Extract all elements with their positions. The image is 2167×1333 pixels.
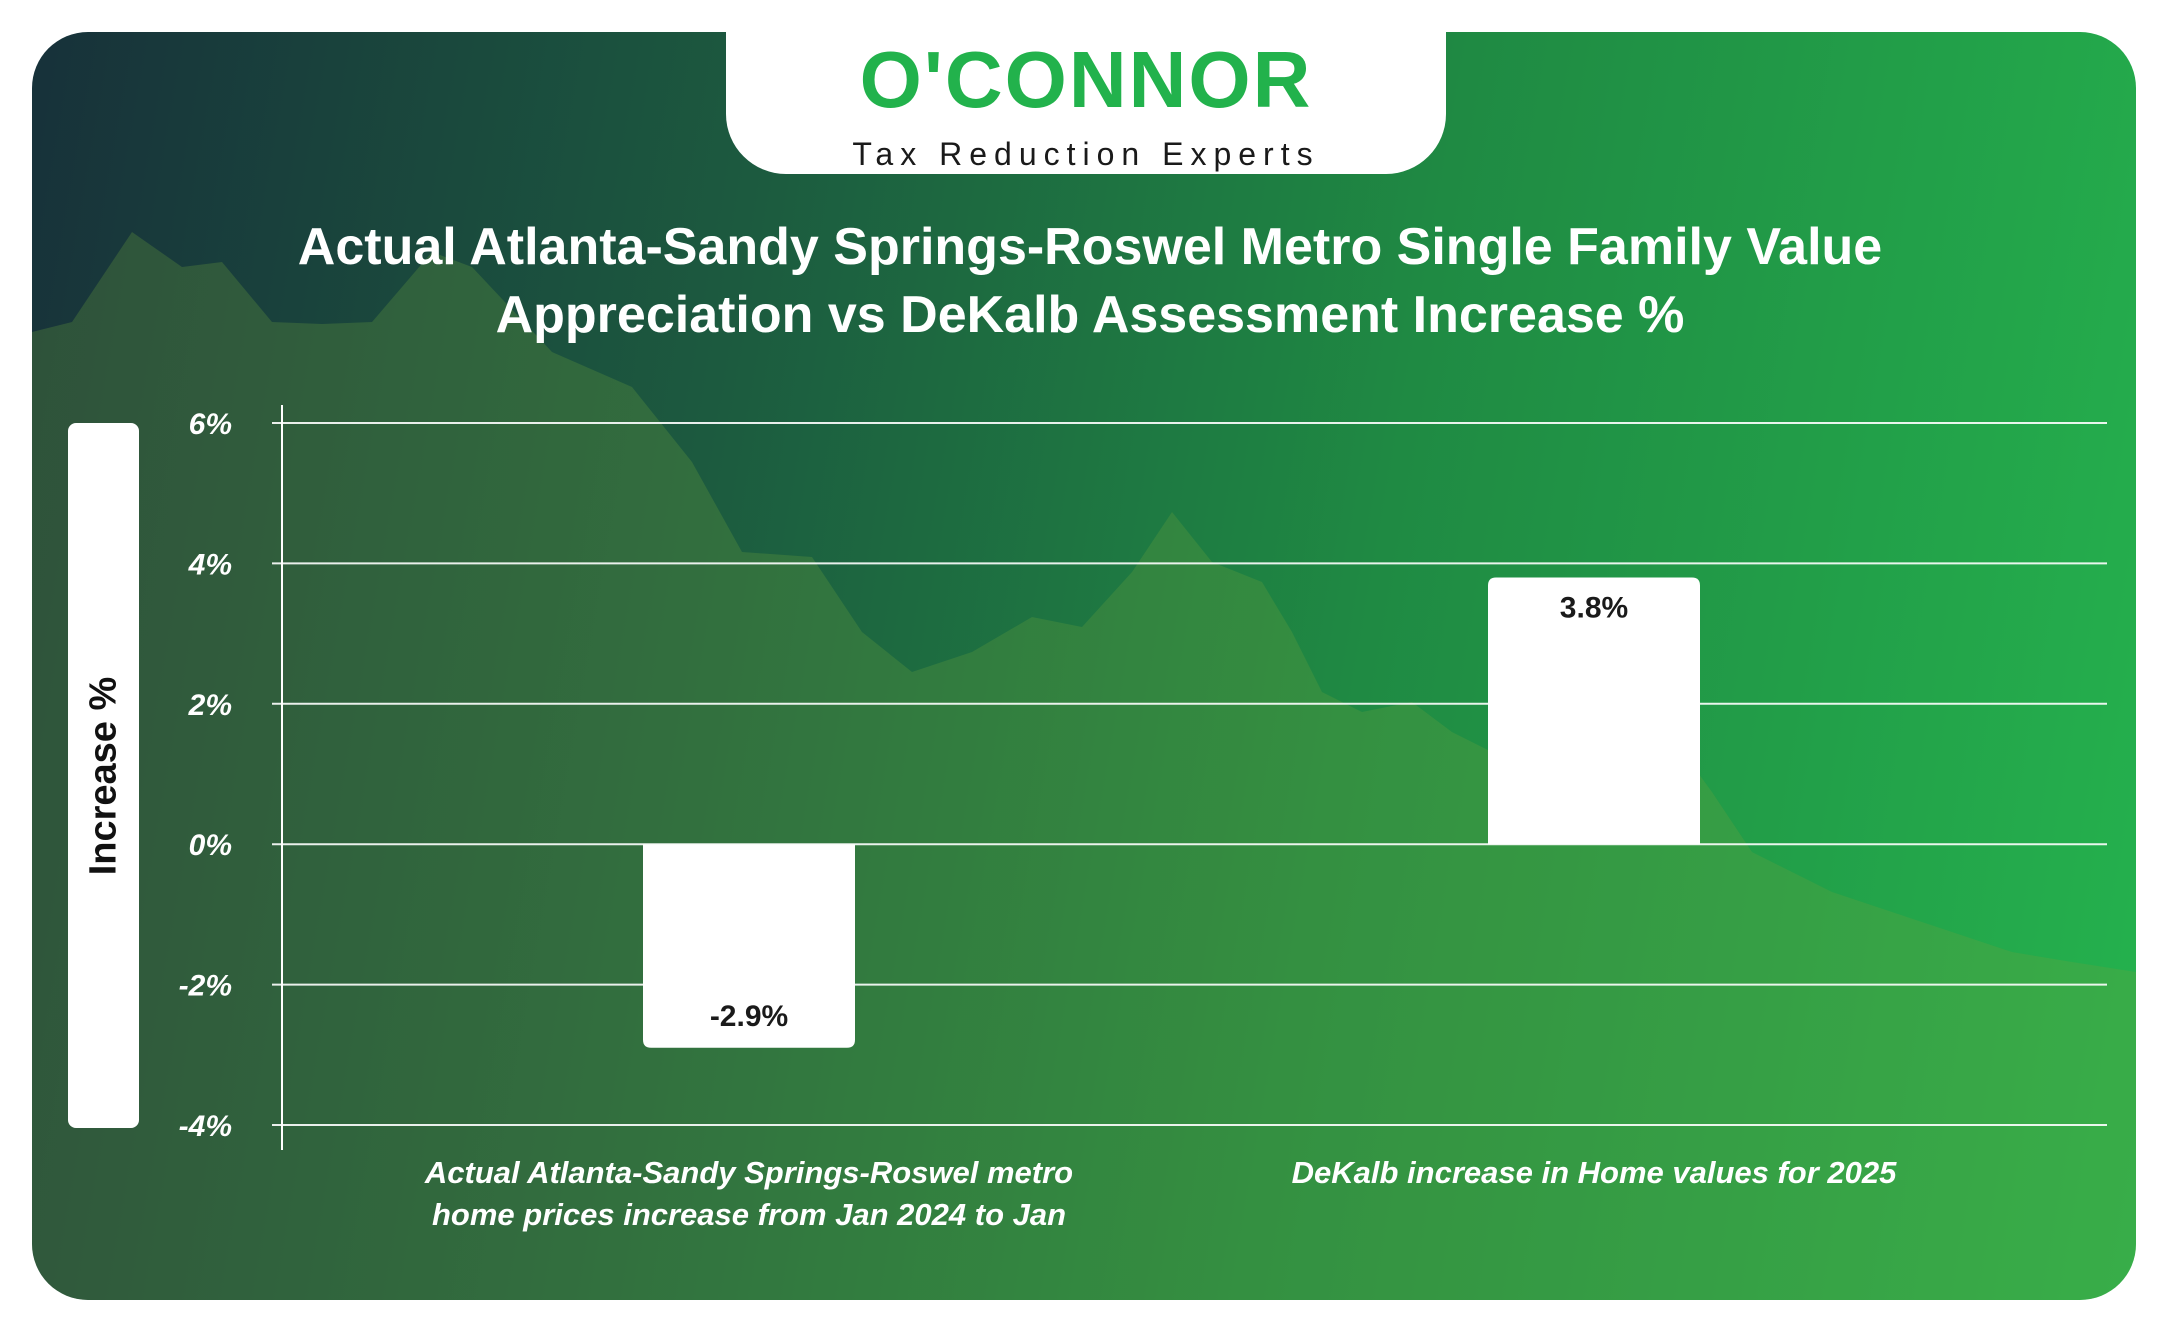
chart-title-line-1: Actual Atlanta-Sandy Springs-Roswel Metr… <box>297 218 1883 276</box>
y-tick-label: 2% <box>188 689 232 722</box>
bar-data-label: 3.8% <box>1560 591 1628 624</box>
y-tick-label: -2% <box>179 970 232 1003</box>
x-category-label-line: home prices increase from Jan 2024 to Ja… <box>431 1197 1067 1232</box>
logo-tab: O'CONNOR Tax Reduction Experts <box>726 28 1446 174</box>
x-category-label-line: Actual Atlanta-Sandy Springs-Roswel metr… <box>424 1155 1074 1190</box>
bar <box>643 844 855 1048</box>
brand-logo: O'CONNOR <box>859 35 1313 124</box>
y-tick-label: -4% <box>179 1110 232 1143</box>
y-tick-label: 0% <box>189 829 232 862</box>
x-category-label: Actual Atlanta-Sandy Springs-Roswel metr… <box>329 1152 1169 1236</box>
brand-tagline: Tax Reduction Experts <box>852 136 1320 172</box>
bar-data-label: -2.9% <box>710 1000 788 1033</box>
background-mountain-shape <box>32 232 2136 1300</box>
chart-title-line-2: Appreciation vs DeKalb Assessment Increa… <box>495 286 1685 344</box>
chart-card <box>32 32 2136 1300</box>
bar <box>1488 577 1700 845</box>
x-category-label: DeKalb increase in Home values for 2025 <box>1174 1152 2014 1194</box>
y-axis-label-box <box>68 423 139 1128</box>
y-tick-label: 6% <box>189 408 232 441</box>
y-tick-label: 4% <box>188 548 232 581</box>
x-category-label-line: DeKalb increase in Home values for 2025 <box>1291 1155 1897 1190</box>
